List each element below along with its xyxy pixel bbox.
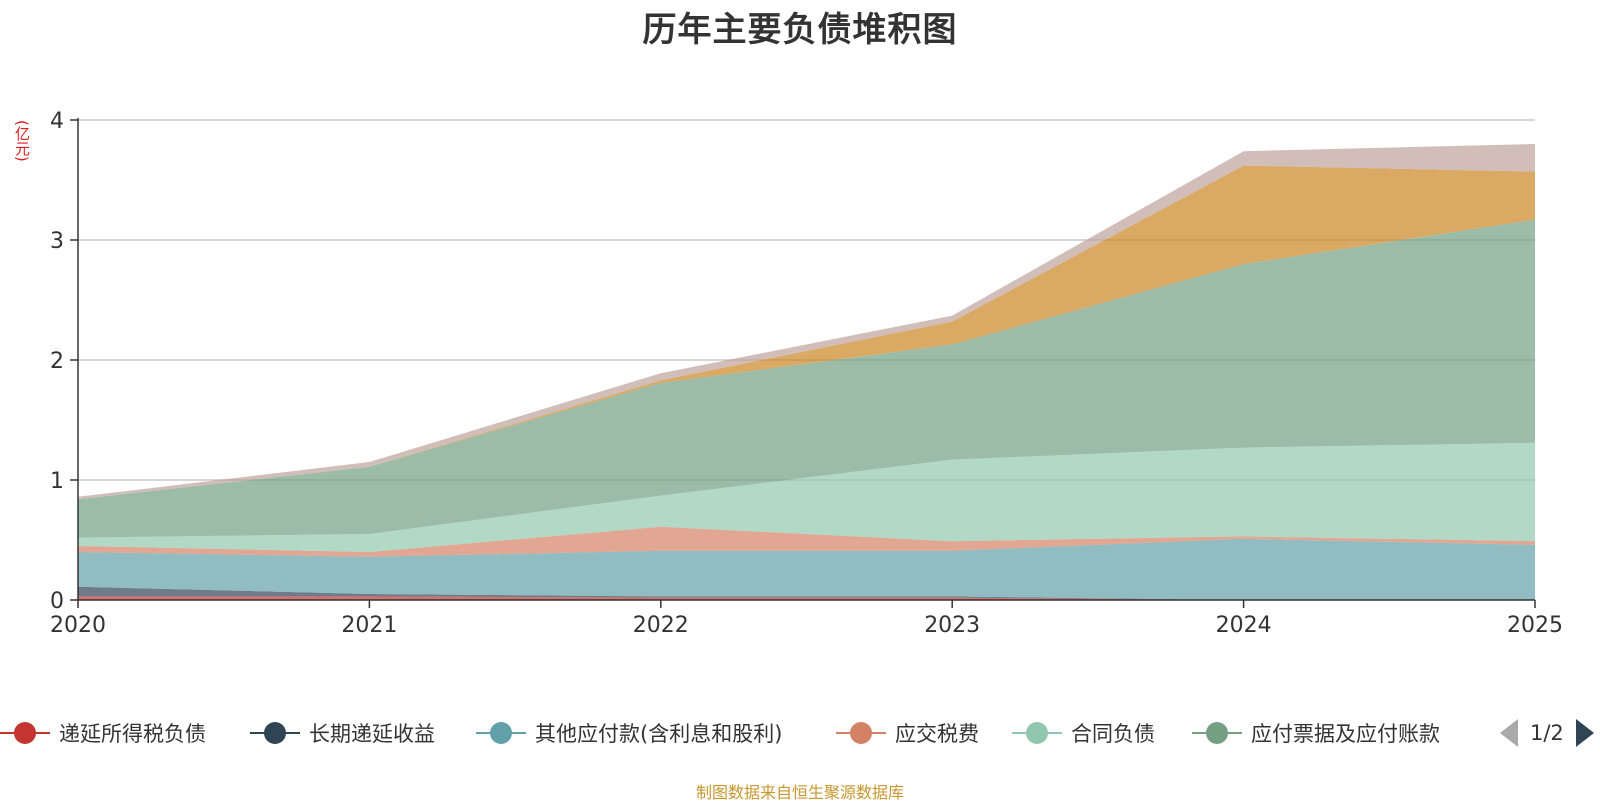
- legend-label: 应付票据及应付账款: [1251, 722, 1440, 746]
- y-tick-label: 1: [50, 469, 64, 494]
- stacked-area-chart: 0 1 2 3 4 2020 2021 2022 2023 2024 2025: [50, 109, 1563, 638]
- legend-item[interactable]: 其他应付款(含利息和股利): [476, 713, 782, 753]
- legend-item[interactable]: 长期递延收益: [250, 713, 435, 753]
- data-source-note: 制图数据来自恒生聚源数据库: [695, 783, 904, 802]
- legend-marker-icon: [836, 718, 886, 748]
- legend-marker-icon: [476, 718, 526, 748]
- x-tick-label: 2025: [1507, 613, 1563, 638]
- legend-label: 其他应付款(含利息和股利): [535, 722, 783, 746]
- prev-page-icon[interactable]: [1500, 719, 1518, 747]
- legend-page-indicator: 1/2: [1530, 721, 1564, 745]
- y-tick-label: 3: [50, 229, 64, 254]
- legend-marker-icon: [1192, 718, 1242, 748]
- x-tick-label: 2020: [50, 613, 106, 638]
- x-tick-label: 2023: [924, 613, 980, 638]
- legend-item[interactable]: 递延所得税负债: [0, 713, 206, 753]
- area-series-unlabeled-6: [78, 165, 1535, 500]
- area-series-5: [78, 219, 1535, 538]
- area-series-2: [78, 538, 1535, 600]
- legend-marker-icon: [1012, 718, 1062, 748]
- next-page-icon[interactable]: [1575, 719, 1594, 747]
- legend-label: 递延所得税负债: [59, 722, 206, 746]
- legend-label: 长期递延收益: [309, 722, 435, 746]
- y-tick-label: 2: [50, 349, 64, 374]
- legend-label: 合同负债: [1071, 722, 1155, 746]
- legend-item[interactable]: 合同负债: [1012, 713, 1155, 753]
- axes: 0 1 2 3 4 2020 2021 2022 2023 2024 2025: [50, 109, 1563, 638]
- y-tick-label: 0: [50, 589, 64, 614]
- legend-marker-icon: [0, 718, 50, 748]
- legend-item[interactable]: 应交税费: [836, 713, 979, 753]
- x-tick-label: 2024: [1216, 613, 1272, 638]
- area-series-1: [78, 586, 1535, 600]
- y-tick-label: 4: [50, 109, 64, 134]
- y-axis-unit-label: (亿元): [13, 120, 31, 162]
- area-series-4: [78, 442, 1535, 552]
- area-series: [78, 144, 1535, 600]
- legend: 递延所得税负债 长期递延收益 其他应付款(含利息和股利) 应交税费 合同负债 应付票据及应…: [0, 713, 1600, 753]
- legend-pager: 1/2: [1500, 713, 1594, 753]
- x-tick-label: 2021: [341, 613, 397, 638]
- legend-item[interactable]: 应付票据及应付账款: [1192, 713, 1440, 753]
- area-series-0: [78, 596, 1535, 600]
- legend-label: 应交税费: [895, 722, 979, 746]
- x-tick-label: 2022: [633, 613, 689, 638]
- legend-marker-icon: [250, 718, 300, 748]
- chart-title: 历年主要负债堆积图: [642, 10, 958, 50]
- area-series-3: [78, 526, 1535, 557]
